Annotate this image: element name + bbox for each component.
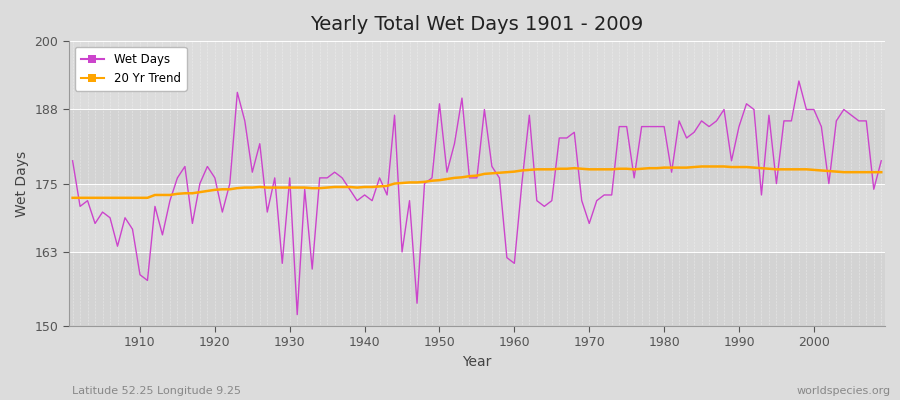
Y-axis label: Wet Days: Wet Days bbox=[15, 150, 29, 217]
Title: Yearly Total Wet Days 1901 - 2009: Yearly Total Wet Days 1901 - 2009 bbox=[310, 15, 644, 34]
Text: Latitude 52.25 Longitude 9.25: Latitude 52.25 Longitude 9.25 bbox=[72, 386, 241, 396]
X-axis label: Year: Year bbox=[463, 355, 491, 369]
Bar bbox=[68, 184, 885, 252]
Legend: Wet Days, 20 Yr Trend: Wet Days, 20 Yr Trend bbox=[75, 47, 186, 91]
Bar bbox=[68, 110, 885, 184]
Bar bbox=[68, 252, 885, 326]
Text: worldspecies.org: worldspecies.org bbox=[796, 386, 891, 396]
Bar bbox=[68, 41, 885, 110]
